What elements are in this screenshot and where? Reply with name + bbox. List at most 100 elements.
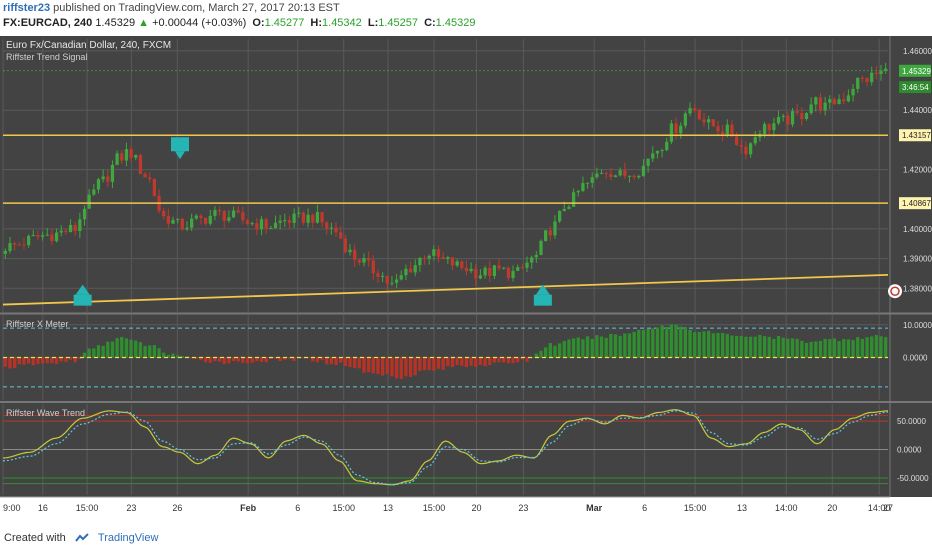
xmeter-bar (609, 333, 613, 358)
candle-body (203, 217, 208, 224)
xmeter-bar (287, 357, 292, 359)
candle-body (627, 175, 632, 177)
buy-signal-marker (533, 284, 552, 306)
candle-body (795, 111, 799, 114)
xmeter-bars (3, 324, 888, 380)
xmeter-bar (846, 339, 851, 358)
candle-body (241, 212, 245, 221)
xmeter-bar (190, 357, 194, 359)
candle-body (273, 222, 278, 228)
candle-body (725, 124, 729, 135)
candle-body (283, 220, 287, 222)
xmeter-bar (693, 332, 697, 358)
candle-body (623, 170, 627, 177)
xmeter-bar (450, 357, 455, 368)
candle-body (697, 110, 701, 120)
xmeter-bar (203, 357, 208, 363)
xmeter-bar (655, 327, 660, 358)
xmeter-bar (832, 338, 837, 358)
author-link[interactable]: riffster23 (3, 2, 51, 14)
xmeter-bar (795, 338, 799, 358)
chart-area[interactable]: Euro Fx/Canadian Dollar, 240, FXCMRiffst… (0, 36, 932, 527)
candle-body (306, 214, 310, 223)
xmeter-bar (874, 335, 878, 358)
candle-body (553, 221, 557, 236)
xmeter-bar (427, 357, 431, 371)
candle-body (362, 257, 366, 263)
xmeter-bar (334, 357, 338, 365)
up-arrow-icon (535, 284, 550, 295)
xmeter-bar (120, 336, 124, 358)
replay-icon-ring (890, 286, 900, 296)
candle-body (408, 268, 413, 273)
candle-body (585, 182, 590, 184)
xmeter-bar (884, 337, 888, 358)
high-value: 1.45342 (322, 17, 362, 29)
symbol-name[interactable]: FX:EURCAD, 240 (3, 17, 93, 29)
xmeter-bar (418, 357, 422, 371)
xmeter-bar (818, 341, 823, 358)
xmeter-tick-label: 0.0000 (903, 354, 928, 363)
xmeter-bar (222, 357, 226, 365)
xmeter-bar (464, 357, 469, 368)
xmeter-bar (138, 342, 143, 358)
candle-body (143, 173, 147, 178)
candle-body (371, 260, 375, 274)
xmeter-bar (734, 335, 739, 358)
candle-body (54, 232, 59, 242)
time-axis-background (0, 497, 932, 527)
candle-body (739, 144, 743, 147)
low-label: L: (367, 17, 379, 29)
candle-body (450, 257, 455, 266)
candle-body (422, 257, 427, 259)
xmeter-bar (856, 337, 860, 358)
candle-body (641, 165, 646, 177)
xmeter-bar (148, 345, 152, 358)
xmeter-bar (571, 338, 576, 358)
candle-body (753, 137, 757, 144)
xmeter-bar (367, 357, 371, 373)
xmeter-bar (371, 357, 375, 374)
xmeter-bar (264, 357, 268, 363)
candle-body (860, 77, 865, 79)
xmeter-bar (54, 357, 59, 364)
candle-body (776, 116, 781, 124)
xmeter-bar (776, 336, 781, 358)
xmeter-bar (469, 357, 473, 366)
candle-body (478, 275, 483, 279)
xmeter-bar (385, 357, 389, 375)
candle-body (385, 275, 389, 284)
xmeter-bar (166, 355, 170, 358)
candle-body (576, 191, 580, 193)
candle-body (609, 173, 613, 178)
time-tick-label: 13 (737, 503, 747, 513)
xmeter-bar (641, 329, 646, 358)
candle-body (325, 222, 329, 229)
time-tick-label: Mar (586, 503, 603, 513)
xmeter-bar (162, 352, 166, 358)
xmeter-bar (553, 345, 557, 358)
xmeter-bar (590, 338, 594, 358)
candle-body (693, 108, 697, 111)
candle-body (497, 265, 501, 269)
price-tick-label: 1.40000 (903, 225, 932, 234)
candle-body (376, 273, 380, 278)
candle-body (8, 243, 12, 251)
xmeter-bar (50, 357, 54, 364)
candle-body (506, 267, 511, 279)
candle-body (176, 218, 180, 220)
xmeter-bar (17, 357, 21, 365)
tradingview-link[interactable]: TradingView (97, 532, 159, 544)
replay-icon (888, 284, 902, 299)
candle-body (884, 68, 888, 71)
candle-body (315, 212, 320, 223)
candle-body (40, 235, 45, 237)
candle-body (837, 99, 841, 105)
xmeter-bar (716, 332, 720, 358)
candle-body (790, 111, 795, 125)
xmeter-bar (8, 357, 12, 369)
xmeter-bar (180, 356, 184, 358)
xmeter-bar (613, 334, 618, 358)
xmeter-bar (68, 357, 73, 360)
xmeter-bar (241, 357, 245, 363)
